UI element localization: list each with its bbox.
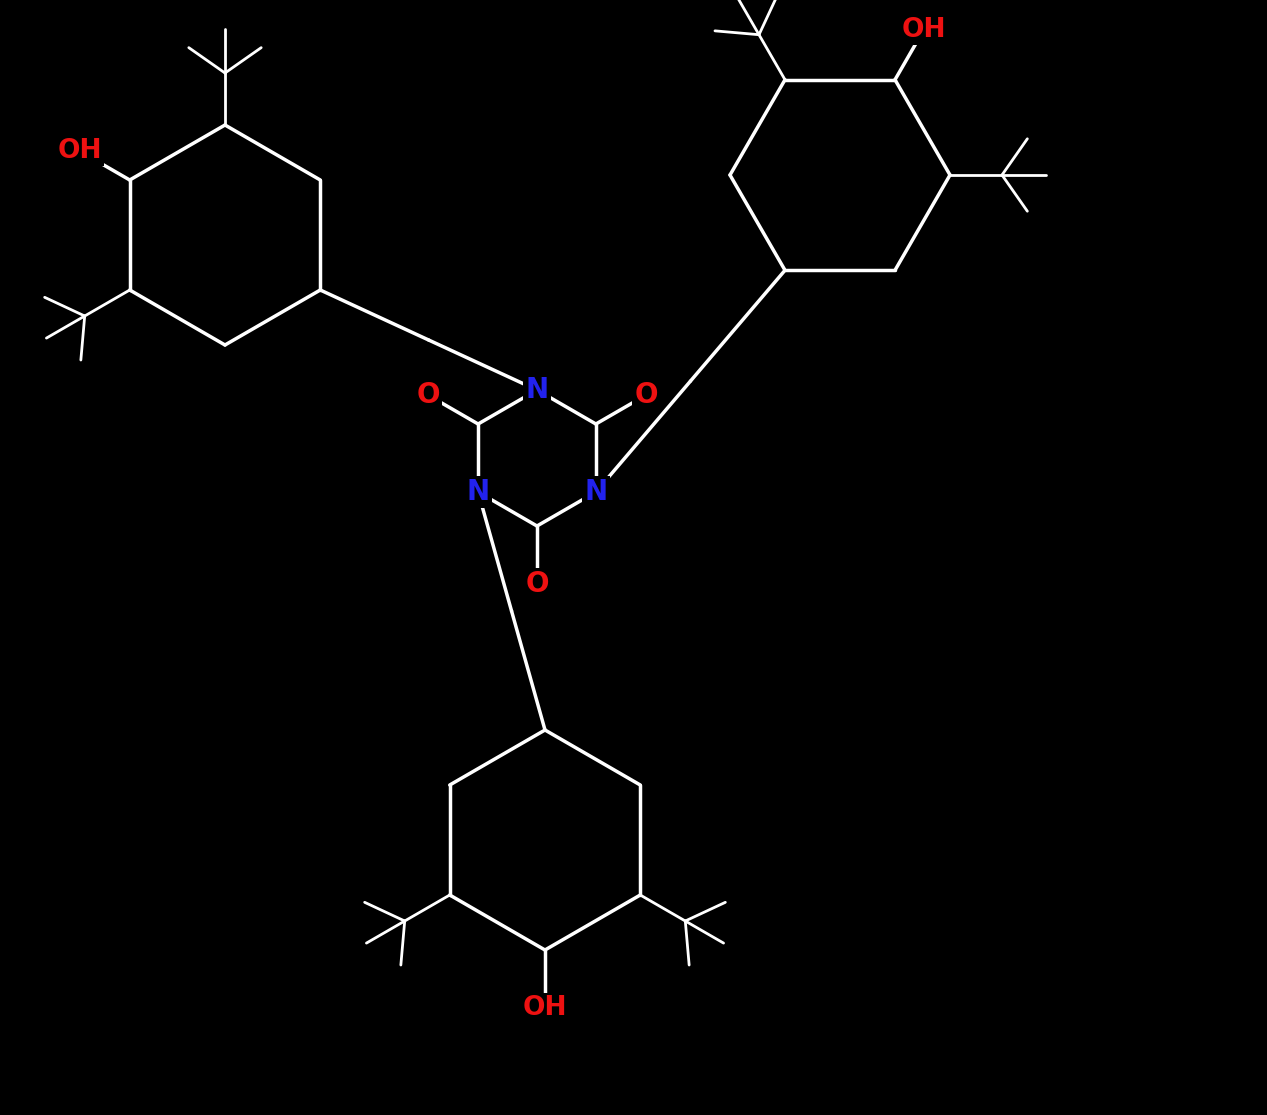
Text: O: O: [416, 381, 440, 409]
Text: N: N: [526, 376, 549, 404]
Text: O: O: [526, 570, 549, 598]
Text: OH: OH: [523, 995, 568, 1021]
Text: N: N: [584, 478, 607, 506]
Text: O: O: [635, 381, 658, 409]
Text: OH: OH: [57, 138, 101, 164]
Text: OH: OH: [902, 17, 946, 42]
Text: N: N: [466, 478, 489, 506]
